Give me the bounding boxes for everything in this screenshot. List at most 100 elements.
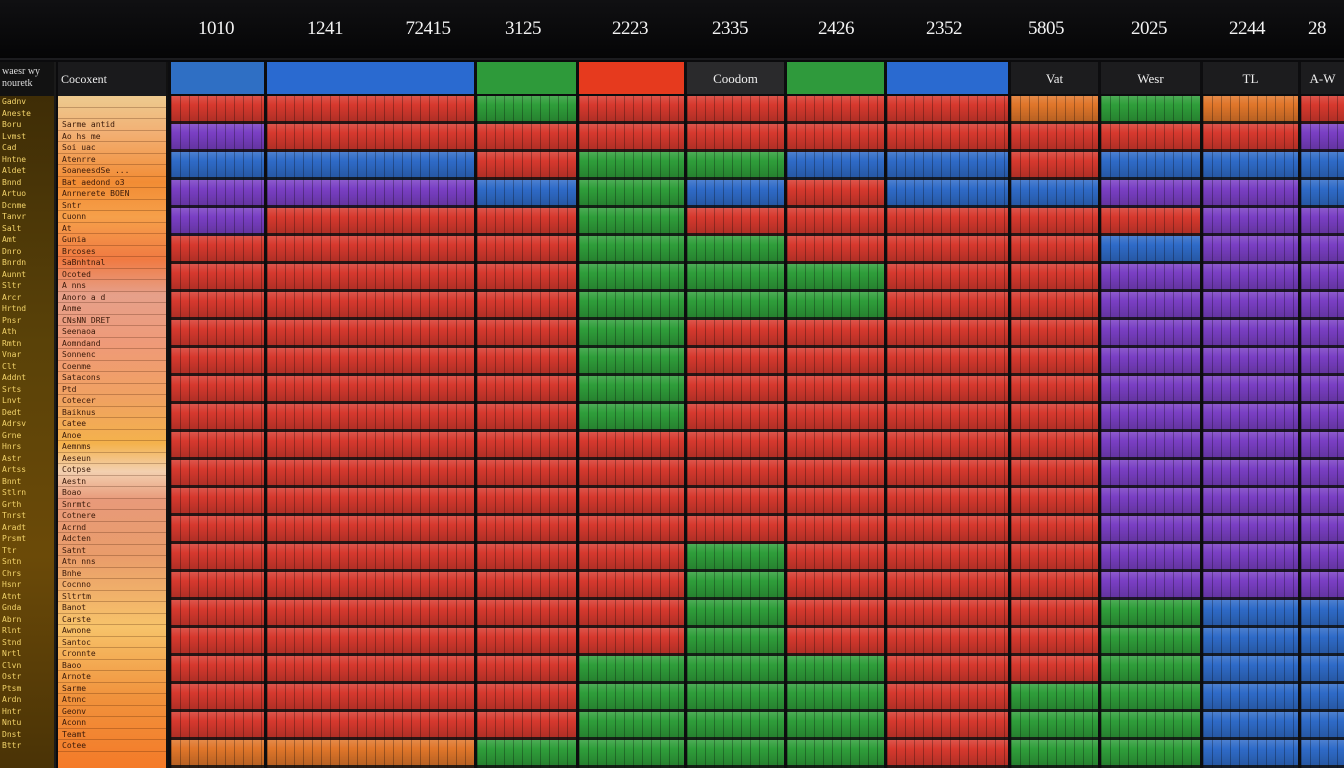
heat-cell	[171, 656, 264, 684]
heat-cell	[171, 516, 264, 544]
column-year-label: 1241	[307, 18, 344, 39]
heat-cell	[267, 600, 474, 628]
index-row: Stnd	[2, 637, 22, 647]
heat-cell	[1301, 516, 1344, 544]
heat-cell	[1301, 684, 1344, 712]
heat-cell	[267, 348, 474, 376]
heat-cell	[1101, 712, 1200, 740]
heat-cell	[267, 404, 474, 432]
heat-cell	[687, 740, 784, 768]
category-row: Catee	[58, 418, 166, 430]
heat-cell	[1011, 96, 1098, 124]
heat-cell	[1203, 124, 1298, 152]
heat-cell	[477, 96, 576, 124]
index-row: Hntr	[2, 706, 22, 716]
heat-cell	[787, 460, 884, 488]
heat-cell	[267, 460, 474, 488]
data-column-header: Wesr	[1101, 62, 1200, 96]
index-row: Bnnd	[2, 177, 22, 187]
heat-cell	[1301, 460, 1344, 488]
category-row: Sonnenc	[58, 349, 166, 361]
heat-cell	[267, 208, 474, 236]
category-row: Aestn	[58, 476, 166, 487]
heat-cell	[787, 656, 884, 684]
heat-cell	[687, 320, 784, 348]
index-row: Gnda	[2, 603, 22, 612]
category-row: Brcoses	[58, 246, 166, 257]
category-row: Cotpse	[58, 464, 166, 476]
heat-cell	[579, 572, 684, 600]
data-column-c10: TL	[1200, 62, 1298, 768]
category-column: Cocoxent Sarme antid Ao hs me Soi uac Atenr…	[58, 62, 169, 768]
heat-cell	[579, 376, 684, 404]
index-row: Prsmt	[2, 534, 27, 543]
heat-cell	[579, 292, 684, 320]
heat-cell	[687, 348, 784, 376]
category-row	[58, 96, 166, 108]
heat-cell	[1203, 180, 1298, 208]
heat-cell	[1011, 516, 1098, 544]
heat-cell	[687, 516, 784, 544]
heat-cell	[267, 96, 474, 124]
heat-cell	[579, 656, 684, 684]
heat-cell	[1203, 684, 1298, 712]
data-column-c8: Vat	[1008, 62, 1098, 768]
index-strip-rows: Gadnv Aneste Boru Lvmst Cad Hntne Aldet Bnnd Art…	[0, 96, 54, 752]
heat-cell	[787, 684, 884, 712]
index-row: Artss	[2, 465, 27, 474]
index-row: Nrtl	[2, 649, 22, 658]
heat-cell	[477, 208, 576, 236]
index-row: Bttr	[2, 741, 22, 750]
heat-cell	[477, 712, 576, 740]
heat-cell	[579, 740, 684, 768]
index-row: Ttr	[2, 545, 17, 555]
heat-cell	[1203, 460, 1298, 488]
heat-cell	[579, 208, 684, 236]
heat-cell	[887, 460, 1008, 488]
heat-cell	[1011, 712, 1098, 740]
index-row: Hrtnd	[2, 304, 27, 313]
heat-cell	[171, 684, 264, 712]
heat-cell	[267, 292, 474, 320]
index-row: Boru	[2, 120, 22, 129]
category-row: Cronnte	[58, 648, 166, 660]
column-year-label: 2223	[612, 18, 649, 39]
category-row: Cocnno	[58, 579, 166, 591]
heat-cell	[687, 544, 784, 572]
heat-cell	[171, 124, 264, 152]
heat-cell	[1301, 572, 1344, 600]
category-row: Teamt	[58, 729, 166, 740]
category-row: Acrnd	[58, 522, 166, 533]
category-row: A nns	[58, 280, 166, 292]
heat-cell	[687, 432, 784, 460]
index-row: Aunnt	[2, 269, 27, 279]
heat-cell	[477, 740, 576, 768]
heat-cell	[887, 600, 1008, 628]
heat-cell	[687, 404, 784, 432]
heat-cell	[1301, 544, 1344, 572]
heat-cell	[171, 348, 264, 376]
heat-cell	[171, 460, 264, 488]
data-column-header: Vat	[1011, 62, 1098, 96]
heat-cell	[1301, 376, 1344, 404]
index-row: Lvmst	[2, 131, 27, 141]
heat-cell	[171, 488, 264, 516]
heat-cell	[579, 544, 684, 572]
heat-cell	[887, 264, 1008, 292]
heat-cell	[787, 320, 884, 348]
index-row: Tnrst	[2, 511, 27, 520]
heat-cell	[1301, 124, 1344, 152]
category-row: Cotee	[58, 740, 166, 752]
category-row: Anoro a d	[58, 292, 166, 303]
category-row: At	[58, 223, 166, 234]
heat-cell	[887, 628, 1008, 656]
category-row: Baoo	[58, 660, 166, 671]
category-rows: Sarme antid Ao hs me Soi uac Atenrre Soanees…	[58, 96, 166, 752]
heat-cell	[1101, 208, 1200, 236]
column-year-label: 2352	[926, 18, 963, 39]
heat-cell	[1011, 376, 1098, 404]
category-row: Cotecer	[58, 395, 166, 407]
heat-cell	[687, 292, 784, 320]
heat-cell	[1011, 264, 1098, 292]
